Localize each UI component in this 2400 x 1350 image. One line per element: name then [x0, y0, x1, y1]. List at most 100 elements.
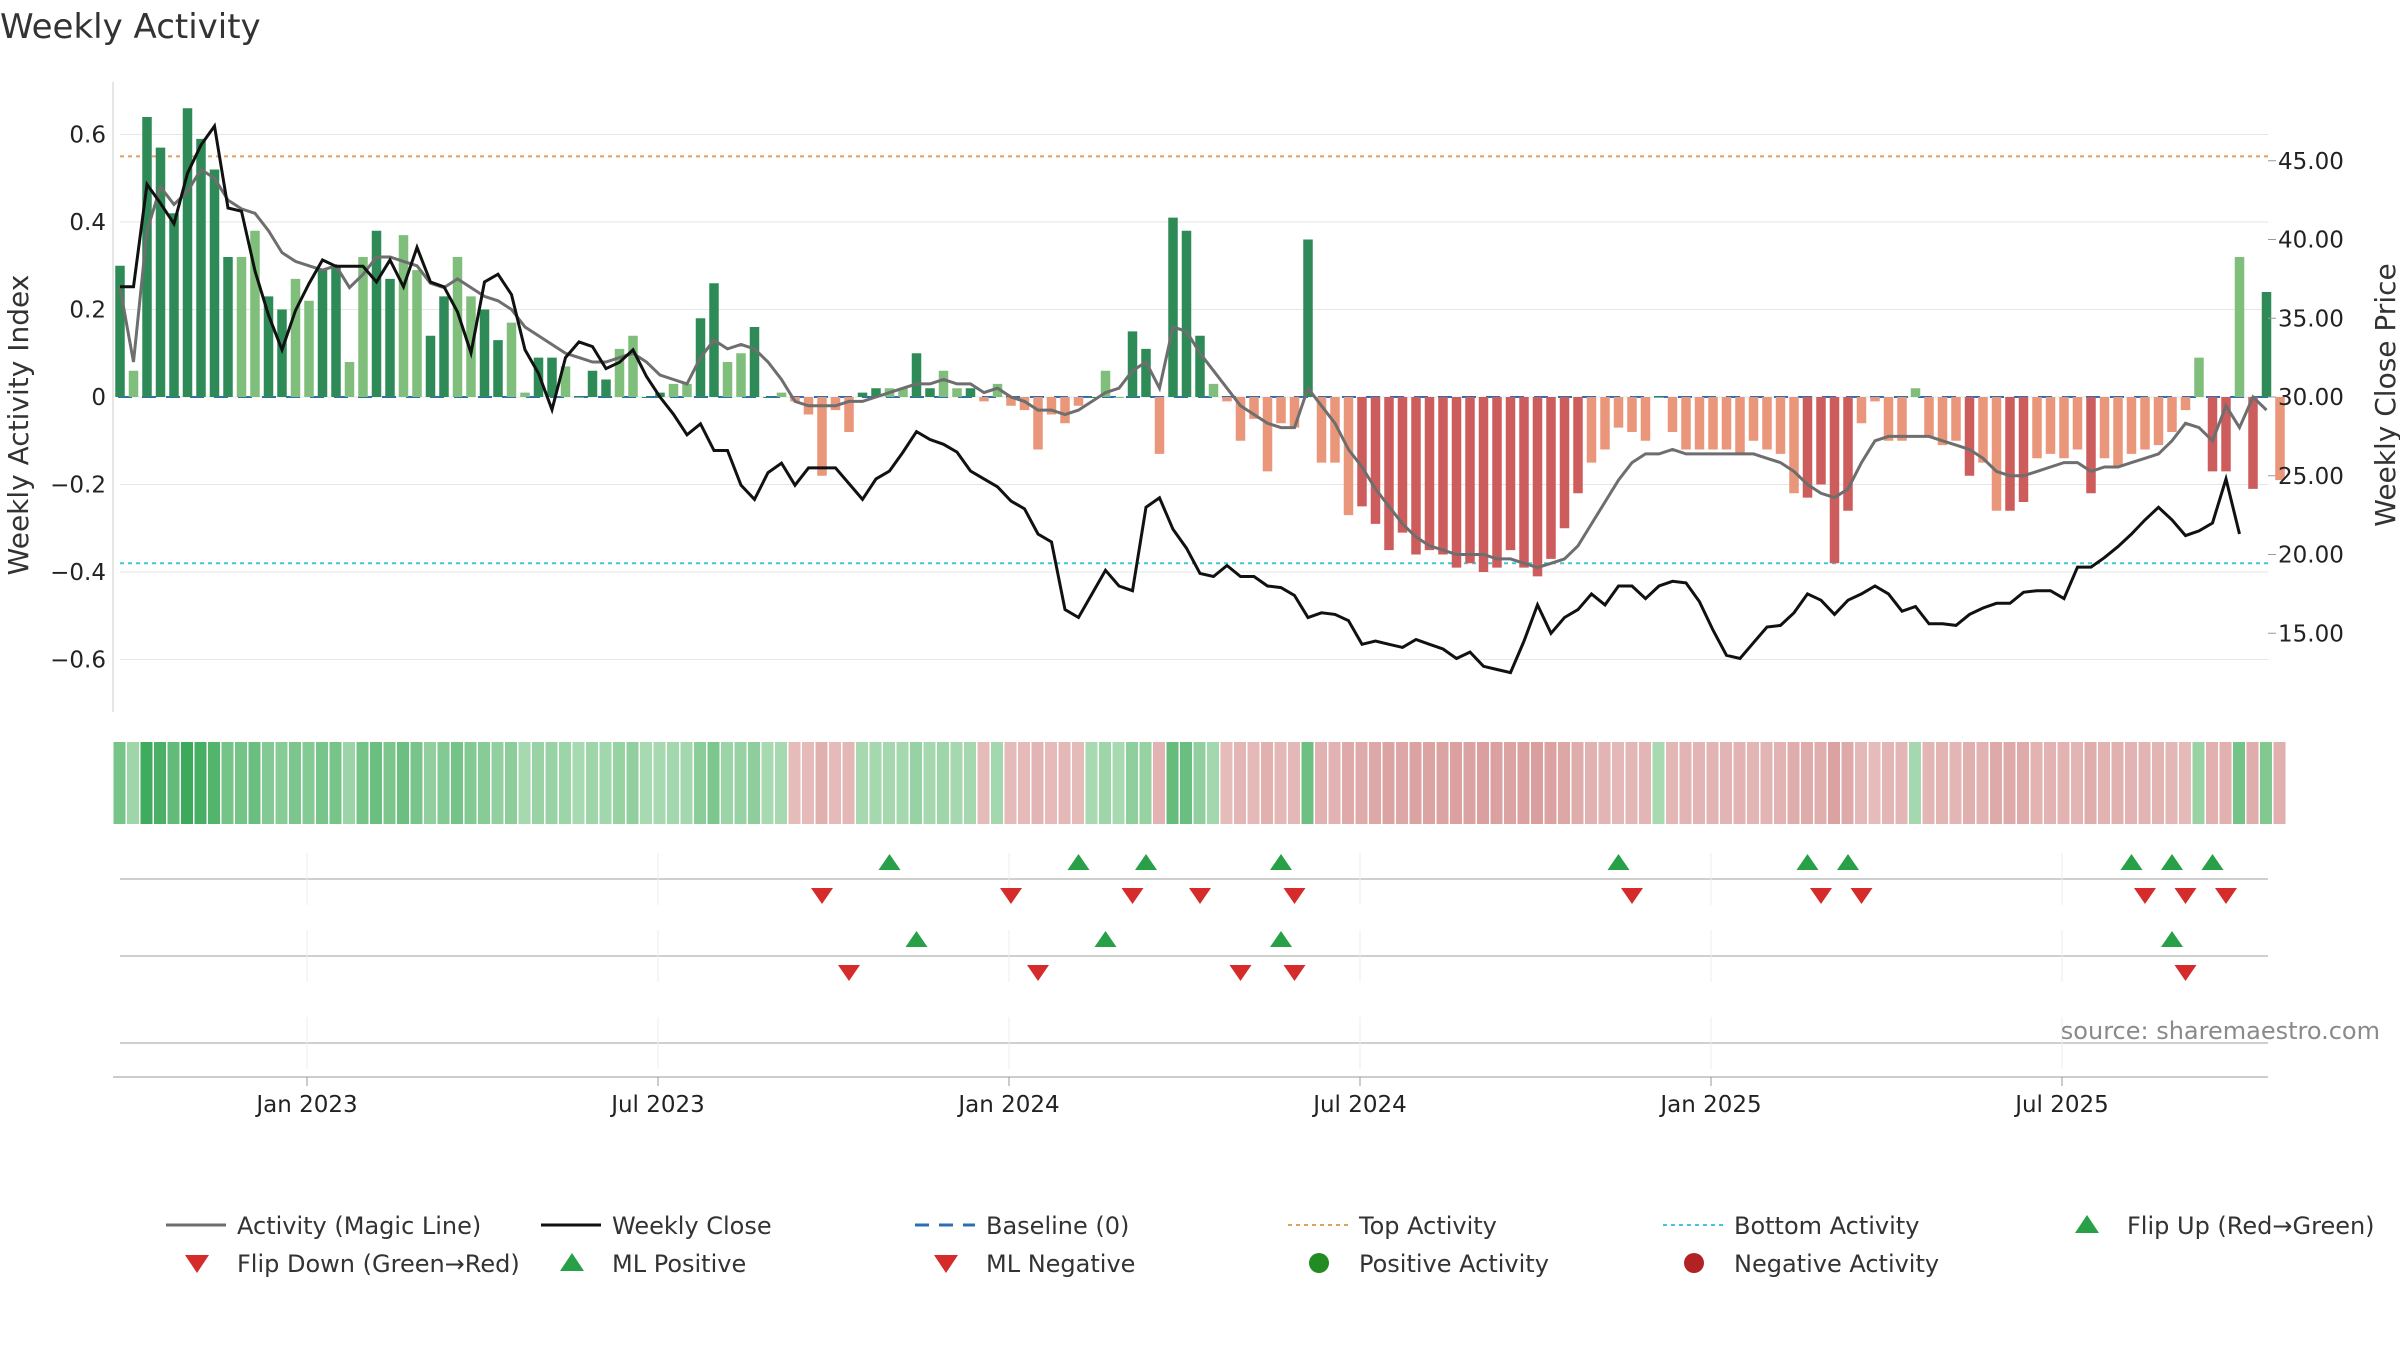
strip-cell — [2017, 742, 2029, 824]
strip-cell — [235, 742, 247, 824]
activity-bar — [115, 265, 125, 397]
date-tick-label: Jul 2023 — [609, 1092, 705, 1118]
strip-cell — [1571, 742, 1584, 824]
activity-bar — [1343, 397, 1354, 516]
activity-bar — [223, 257, 233, 397]
activity-bar — [2153, 397, 2164, 446]
activity-bar — [2113, 397, 2123, 467]
date-axis-ticks: Jan 2023 Jul 2023 Jan 2024 Jul 2024 Jan 2025… — [113, 1076, 2268, 1118]
strip-cell — [2138, 742, 2151, 824]
strip-cell — [1153, 742, 1165, 824]
activity-bar — [1330, 397, 1340, 463]
activity-bar — [2059, 397, 2069, 459]
strip-cell — [1679, 742, 1692, 824]
strip-cell — [1990, 742, 2002, 824]
legend-item: ML Positive — [560, 1250, 746, 1278]
flip-up-marker — [2201, 854, 2224, 870]
activity-bar — [1073, 397, 1084, 406]
activity-bar — [1532, 397, 1543, 577]
activity-bar — [2221, 397, 2231, 472]
strip-cell — [1274, 742, 1287, 824]
strip-cell — [383, 742, 396, 824]
magic-line — [118, 167, 2268, 570]
activity-bar — [844, 397, 854, 432]
strip-cell — [721, 742, 733, 824]
activity-bar — [1492, 397, 1502, 568]
strip-cell — [1733, 742, 1746, 824]
strip-cell — [707, 742, 720, 824]
activity-bar — [1370, 397, 1381, 524]
strip-cell — [289, 742, 301, 824]
strip-cell — [1706, 742, 1719, 824]
strip-cell — [127, 742, 139, 824]
activity-bar — [1559, 397, 1570, 529]
activity-bar — [1640, 397, 1651, 441]
activity-bar — [1303, 239, 1313, 397]
strip-cell — [815, 742, 828, 824]
activity-bar — [1856, 397, 1867, 424]
strip-cell — [397, 742, 409, 824]
activity-bar — [1235, 397, 1246, 441]
activity-bar — [1154, 397, 1165, 454]
legend-item: Positive Activity — [1309, 1250, 1549, 1278]
activity-bar — [1195, 335, 1205, 397]
strip-cell — [1598, 742, 1611, 824]
activity-bar — [938, 370, 949, 397]
strip-cell — [1760, 742, 1773, 824]
strip-cell — [599, 742, 612, 824]
strip-cell — [491, 742, 504, 824]
activity-bar — [1546, 397, 1556, 559]
activity-bar — [1654, 397, 1664, 398]
left-tick-label: 0.2 — [69, 298, 106, 324]
strip-cell — [329, 742, 342, 824]
strip-cell — [1652, 742, 1665, 824]
activity-bar — [1802, 397, 1813, 498]
flip-up-marker — [2120, 854, 2143, 870]
strip-cell — [1301, 742, 1314, 824]
flip-up-marker — [1067, 854, 1090, 870]
date-tick-label: Jan 2025 — [1658, 1092, 1761, 1118]
activity-bar — [1937, 397, 1948, 446]
activity-bar — [1127, 331, 1138, 397]
strip-cell — [1436, 742, 1449, 824]
strip-cell — [1922, 742, 1935, 824]
legend-item: Flip Down (Green→Red) — [185, 1250, 520, 1278]
strip-cell — [883, 742, 895, 824]
strip-cell — [559, 742, 571, 824]
legend-item: Baseline (0) — [915, 1212, 1129, 1240]
legend-item: Activity (Magic Line) — [166, 1212, 481, 1240]
strip-cell — [2125, 742, 2137, 824]
activity-bar — [682, 383, 692, 397]
activity-bar — [1735, 397, 1745, 454]
strip-cell — [1895, 742, 1908, 824]
activity-bar — [236, 257, 247, 397]
activity-bar — [763, 397, 773, 398]
activity-bar — [493, 340, 503, 397]
activity-bar — [358, 257, 368, 397]
strip-cell — [2111, 742, 2124, 824]
activity-bar — [1168, 217, 1178, 397]
strip-cell — [1004, 742, 1017, 824]
activity-bar — [479, 309, 490, 397]
strip-cell — [829, 742, 841, 824]
strip-cell — [1720, 742, 1732, 824]
strip-cell — [1072, 742, 1084, 824]
strip-cell — [1855, 742, 1867, 824]
activity-bar — [560, 366, 571, 397]
activity-bar — [614, 348, 625, 397]
strip-cell — [437, 742, 450, 824]
left-tick-label: 0.6 — [69, 123, 106, 149]
activity-bar — [587, 370, 598, 397]
strip-cell — [545, 742, 558, 824]
strip-cell — [1409, 742, 1422, 824]
strip-cell — [1058, 742, 1071, 824]
ml-up-marker — [1094, 931, 1117, 947]
activity-bar — [1060, 397, 1070, 424]
strip-cell — [1787, 742, 1800, 824]
strip-cell — [2152, 742, 2164, 824]
strip-cell — [2030, 742, 2043, 824]
flip-down-marker — [1000, 888, 1022, 904]
flip-down-marker — [2134, 888, 2156, 904]
activity-bar — [1951, 397, 1961, 441]
flip-signal-panel — [120, 853, 2268, 905]
